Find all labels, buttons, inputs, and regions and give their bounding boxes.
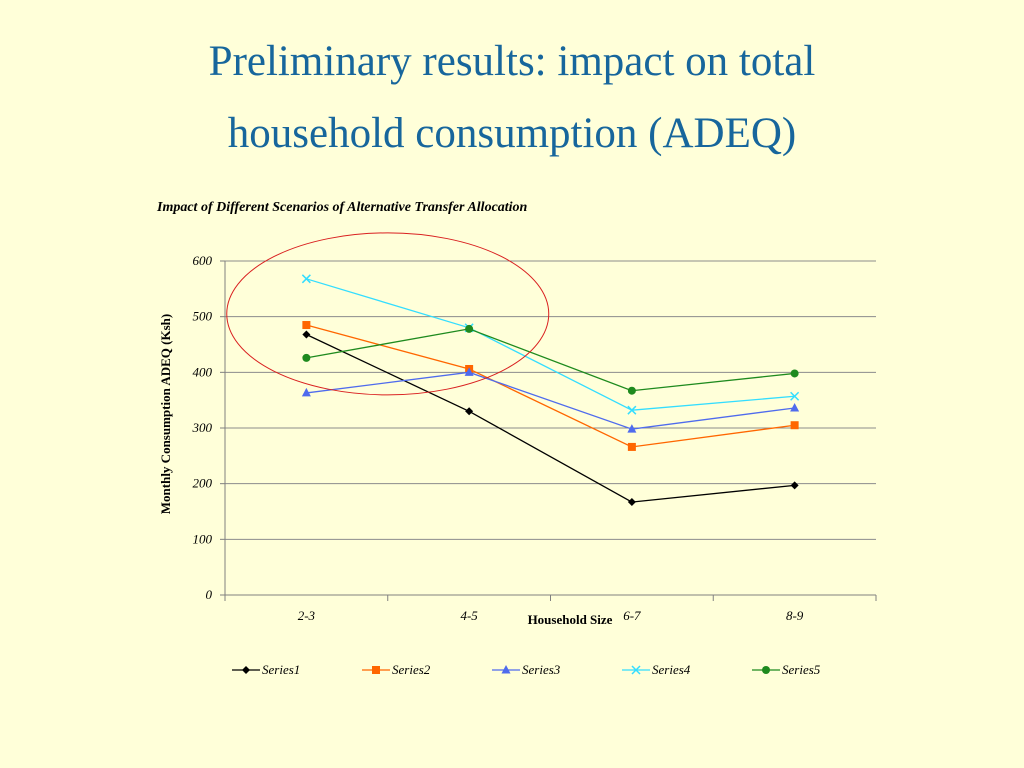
chart-annotation xyxy=(226,232,550,396)
chart-series xyxy=(301,274,800,507)
legend-marker xyxy=(631,665,641,675)
legend-label: Series1 xyxy=(262,662,300,677)
legend-item-3: Series3 xyxy=(492,662,561,677)
x-tick-label: 2-3 xyxy=(298,608,316,623)
legend-item-2: Series2 xyxy=(362,662,431,677)
legend-marker xyxy=(501,665,511,674)
data-point xyxy=(301,387,311,397)
data-point xyxy=(627,386,636,395)
x-tick-label: 8-9 xyxy=(786,608,804,623)
chart-legend: Series1 Series2 Series3 Series4 Series5 xyxy=(232,662,821,677)
legend-label: Series4 xyxy=(652,662,691,677)
data-point xyxy=(790,369,799,378)
data-point xyxy=(790,402,800,412)
highlight-ellipse xyxy=(226,232,550,396)
x-tick-label: 6-7 xyxy=(623,608,641,623)
chart-title: Impact of Different Scenarios of Alterna… xyxy=(156,200,528,215)
chart-gridlines xyxy=(220,260,877,601)
legend-label: Series5 xyxy=(782,662,821,677)
data-point xyxy=(302,353,311,362)
legend-label: Series2 xyxy=(392,662,431,677)
slide-title-line2: household consumption (ADEQ) xyxy=(227,110,797,157)
y-axis-title: Monthly Consumption ADEQ (Ksh) xyxy=(158,314,173,514)
series-line xyxy=(306,278,795,411)
y-tick-label: 600 xyxy=(193,253,213,268)
y-tick-label: 0 xyxy=(206,587,213,602)
series-line xyxy=(306,333,795,503)
y-tick-label: 200 xyxy=(193,476,213,491)
legend-item-4: Series4 xyxy=(622,662,691,677)
data-point xyxy=(627,442,636,451)
y-tick-label: 400 xyxy=(193,364,213,379)
y-tick-labels: 0 100 200 300 400 500 600 xyxy=(192,253,213,602)
data-point xyxy=(301,274,311,284)
data-point xyxy=(465,324,474,333)
y-tick-label: 300 xyxy=(192,420,213,435)
series-1 xyxy=(302,330,799,507)
x-axis-title: Household Size xyxy=(528,612,613,627)
data-point xyxy=(627,498,636,507)
legend-item-5: Series5 xyxy=(752,662,821,677)
series-5 xyxy=(302,324,799,395)
legend-item-1: Series1 xyxy=(232,662,300,677)
data-point xyxy=(790,481,799,490)
series-3 xyxy=(301,367,800,433)
data-point xyxy=(790,421,799,430)
slide-title: Preliminary results: impact on total hou… xyxy=(0,26,1024,170)
y-tick-label: 100 xyxy=(193,531,213,546)
legend-marker xyxy=(762,666,770,674)
x-tick-labels: 2-3 4-5 6-7 8-9 xyxy=(298,608,804,623)
x-tick-label: 4-5 xyxy=(460,608,478,623)
slide-title-line1: Preliminary results: impact on total xyxy=(208,38,816,85)
data-point xyxy=(627,424,637,433)
data-point xyxy=(302,321,311,330)
series-line xyxy=(306,328,795,392)
series-line xyxy=(306,371,795,430)
data-point xyxy=(627,405,637,415)
legend-label: Series3 xyxy=(522,662,561,677)
data-point xyxy=(465,407,474,416)
data-point xyxy=(464,367,474,376)
data-point xyxy=(790,391,800,401)
series-4 xyxy=(301,274,800,415)
y-tick-label: 500 xyxy=(193,309,213,324)
legend-marker xyxy=(242,666,250,674)
data-point xyxy=(302,330,311,339)
legend-marker xyxy=(372,666,380,674)
series-2 xyxy=(302,321,799,451)
series-line xyxy=(306,324,795,448)
